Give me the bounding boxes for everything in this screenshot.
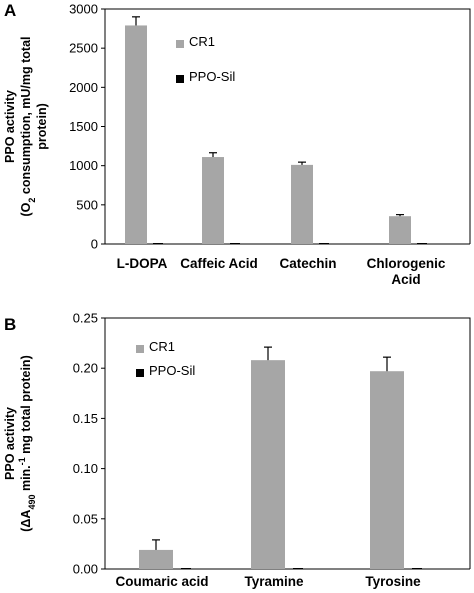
y-axis-label-part: mg total protein) — [19, 355, 33, 457]
x-tick-label: L-DOPA — [117, 256, 168, 271]
bar-cr1 — [139, 549, 173, 569]
x-tick-label: Acid — [391, 272, 420, 287]
bar-cr1 — [291, 164, 313, 244]
y-tick-label: 1000 — [69, 158, 98, 173]
bar-ppo-sil — [153, 243, 163, 244]
x-tick-label: Caffeic Acid — [180, 256, 258, 271]
y-axis-label-part: -1 — [17, 457, 27, 465]
y-tick-label: 0.05 — [73, 511, 98, 526]
legend-label: PPO-Sil — [149, 363, 195, 378]
x-tick-label: Catechin — [279, 256, 336, 271]
y-axis-label-line1: PPO activity — [3, 407, 17, 480]
y-tick-label: 0.10 — [73, 461, 98, 476]
y-axis-label-line2: (ΔA490 min.-1 mg total protein) — [17, 355, 37, 531]
y-tick-label: 1500 — [69, 119, 98, 134]
y-tick-label: 3000 — [69, 2, 98, 17]
legend-swatch — [176, 75, 184, 83]
y-axis-label-part: min. — [19, 465, 33, 494]
y-axis-label-line3: protein) — [35, 103, 49, 150]
bar-cr1 — [370, 371, 404, 569]
legend-label: PPO-Sil — [189, 69, 235, 84]
x-tick-label: Tyrosine — [365, 574, 421, 589]
x-tick-label: Coumaric acid — [115, 574, 208, 589]
y-tick-label: 2000 — [69, 80, 98, 95]
y-axis-label-part: 2 — [27, 198, 37, 203]
y-tick-label: 0.25 — [73, 311, 98, 326]
bar-ppo-sil — [230, 243, 240, 244]
y-axis-label-part: (ΔA — [19, 510, 33, 532]
bar-cr1 — [389, 216, 411, 244]
x-tick-label: Tyramine — [244, 574, 304, 589]
bar-ppo-sil — [181, 568, 191, 569]
plot-frame — [105, 8, 471, 244]
bar-cr1 — [251, 360, 285, 569]
bar-ppo-sil — [412, 568, 422, 569]
y-tick-label: 0.00 — [73, 562, 98, 577]
legend-label: CR1 — [189, 34, 215, 49]
legend-swatch — [176, 40, 184, 48]
y-tick-label: 500 — [76, 197, 98, 212]
bar-ppo-sil — [319, 243, 329, 244]
y-axis-label-part: consumption, mU/mg total — [19, 36, 33, 197]
bar-cr1 — [125, 25, 147, 245]
legend-label: CR1 — [149, 339, 175, 354]
bar-ppo-sil — [293, 568, 303, 569]
y-axis-label-part: (O — [19, 202, 33, 216]
y-tick-label: 0 — [91, 237, 98, 252]
legend-swatch — [136, 345, 144, 353]
y-axis-label-line1: PPO activity — [3, 90, 17, 163]
panel-letter: A — [4, 1, 16, 20]
y-tick-label: 2500 — [69, 41, 98, 56]
bar-ppo-sil — [417, 243, 427, 244]
bar-cr1 — [202, 157, 224, 244]
panel-letter: B — [4, 315, 16, 334]
plot-frame — [105, 317, 471, 569]
y-tick-label: 0.20 — [73, 361, 98, 376]
y-axis-label-line2: (O2 consumption, mU/mg total — [19, 36, 37, 216]
legend-swatch — [136, 369, 144, 377]
y-axis-label-part: 490 — [27, 495, 37, 510]
y-tick-label: 0.15 — [73, 411, 98, 426]
x-tick-label: Chlorogenic — [367, 256, 446, 271]
